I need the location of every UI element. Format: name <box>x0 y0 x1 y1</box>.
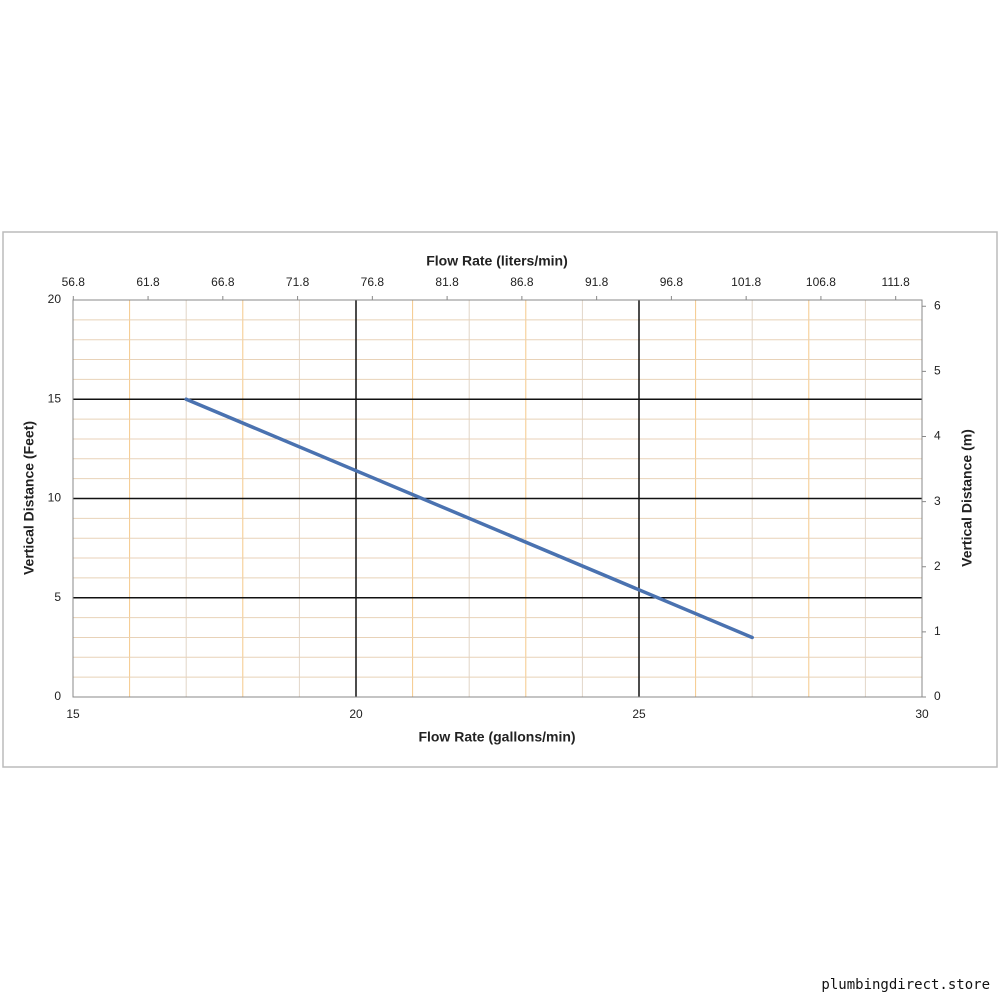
watermark: plumbingdirect.store <box>821 977 990 993</box>
x-tick-label: 25 <box>632 707 646 721</box>
y-axis-title: Vertical Distance (Feet) <box>21 421 37 575</box>
x2-tick-label: 106.8 <box>806 275 836 289</box>
x2-tick-label: 76.8 <box>361 275 385 289</box>
y2-tick-label: 2 <box>934 559 941 573</box>
x2-axis-title: Flow Rate (liters/min) <box>426 253 568 269</box>
y-tick-label: 0 <box>54 689 61 703</box>
x2-tick-label: 86.8 <box>510 275 534 289</box>
x2-tick-label: 111.8 <box>882 275 911 289</box>
y-tick-label: 20 <box>48 292 62 306</box>
x-tick-label: 20 <box>349 707 363 721</box>
x2-tick-label: 101.8 <box>731 275 761 289</box>
grid <box>73 300 922 697</box>
x2-tick-label: 56.8 <box>62 275 86 289</box>
x2-tick-label: 71.8 <box>286 275 310 289</box>
x2-tick-label: 91.8 <box>585 275 609 289</box>
x2-tick-label: 66.8 <box>211 275 235 289</box>
chart-frame <box>2 231 998 768</box>
y2-tick-label: 3 <box>934 494 941 508</box>
y2-tick-label: 1 <box>934 624 941 638</box>
y-tick-label: 15 <box>48 391 62 405</box>
series-line <box>184 397 754 640</box>
plot-frame <box>72 299 923 698</box>
y2-axis-title: Vertical Distance (m) <box>959 429 975 567</box>
x-axis-title: Flow Rate (gallons/min) <box>418 729 575 745</box>
x2-tick-label: 61.8 <box>136 275 160 289</box>
y2-tick-label: 5 <box>934 364 941 378</box>
x-tick-label: 15 <box>66 707 80 721</box>
y2-tick-label: 0 <box>934 689 941 703</box>
x-tick-label: 30 <box>915 707 929 721</box>
y-tick-label: 10 <box>48 491 62 505</box>
y2-tick-label: 4 <box>934 429 941 443</box>
y-tick-label: 5 <box>54 590 61 604</box>
y2-tick-label: 6 <box>934 298 941 312</box>
x2-tick-label: 96.8 <box>660 275 684 289</box>
x2-tick-label: 81.8 <box>435 275 459 289</box>
